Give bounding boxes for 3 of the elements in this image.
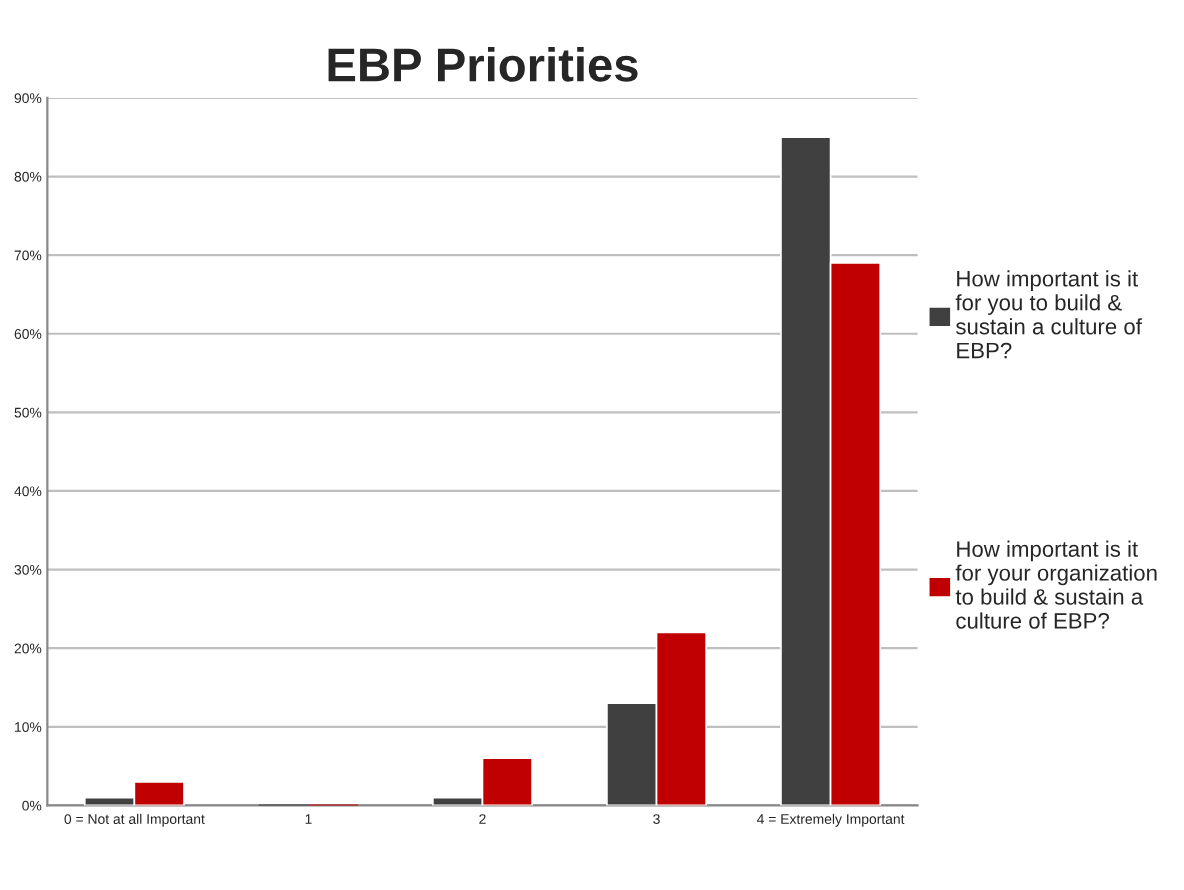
chart-title: EBP Priorities bbox=[328, 47, 638, 82]
legend-label: How important is it for you to build & sustain a culture of EBP? bbox=[955, 270, 1142, 359]
legend-label: How important is it for your organization to build & sustain a culture of EBP? bbox=[955, 540, 1157, 629]
